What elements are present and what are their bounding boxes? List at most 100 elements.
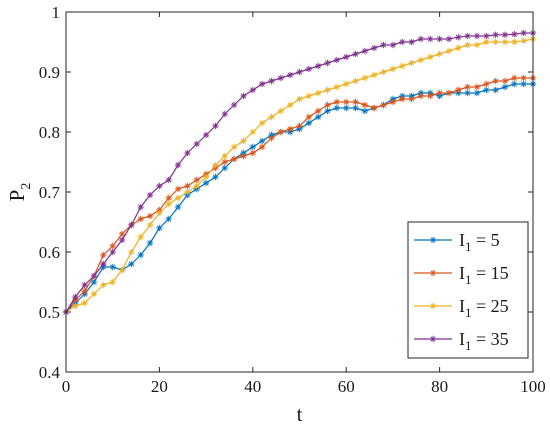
data-point [81, 287, 88, 295]
data-point [100, 251, 107, 259]
data-point [109, 248, 116, 256]
data-point [165, 194, 172, 202]
data-point [193, 140, 200, 148]
data-point [473, 41, 481, 49]
data-point [455, 34, 462, 41]
data-point [436, 35, 443, 43]
data-point [464, 41, 471, 49]
data-point [258, 119, 266, 127]
data-point [202, 179, 210, 187]
data-point [174, 194, 182, 202]
y-axis-label-group: P2 [5, 183, 34, 202]
legend-entry: I1 = 5 [414, 230, 500, 254]
data-point [137, 251, 144, 259]
data-point [221, 158, 228, 166]
data-point [72, 302, 79, 310]
data-point [361, 74, 369, 82]
x-tick-label: 40 [244, 377, 261, 396]
data-point [520, 80, 527, 88]
data-point [408, 59, 415, 67]
data-point [156, 224, 163, 232]
data-point [305, 119, 313, 127]
data-point [286, 125, 294, 133]
data-point [184, 188, 191, 196]
data-point [483, 38, 490, 46]
data-point [165, 200, 172, 208]
data-point [258, 137, 266, 145]
legend-label: I1 = 15 [459, 263, 509, 287]
data-point [240, 137, 247, 145]
y-axis-label-subscript: 2 [19, 183, 34, 190]
data-point [436, 89, 443, 97]
data-point [464, 89, 471, 97]
data-point [184, 149, 191, 157]
data-point [249, 143, 256, 151]
x-tick-label: 60 [338, 377, 355, 396]
data-point [193, 182, 200, 190]
data-point [118, 266, 126, 274]
data-point [361, 47, 369, 55]
data-point [343, 104, 350, 112]
data-point [324, 107, 331, 115]
data-point [324, 59, 331, 67]
data-point [109, 263, 116, 271]
data-point [230, 143, 238, 151]
data-point [193, 176, 200, 184]
data-point [240, 92, 247, 100]
data-point [174, 185, 182, 193]
legend-box [407, 221, 529, 359]
data-point [118, 236, 126, 244]
data-point [427, 53, 434, 61]
data-point [314, 113, 322, 121]
data-point [380, 41, 387, 49]
data-point [333, 104, 341, 112]
data-point [146, 191, 154, 199]
data-point [296, 122, 303, 130]
data-point [473, 83, 481, 91]
data-point [427, 92, 434, 100]
legend-label: I1 = 5 [459, 230, 500, 254]
data-point [296, 95, 303, 103]
data-point [408, 95, 415, 103]
y-tick-label: 0.7 [39, 183, 61, 202]
data-point [352, 50, 359, 58]
axis-ticks: 0 20 40 60 80 100 0.4 0.5 0.6 0.7 0.8 0.9 1 [39, 3, 546, 396]
data-point [361, 101, 369, 109]
legend-label: I1 = 35 [459, 329, 509, 353]
legend-entries: I1 = 5 I1 = 15 I1 = 25 I1 = 35 [414, 230, 509, 353]
data-point [511, 31, 518, 38]
data-point [520, 74, 527, 82]
data-point [371, 71, 378, 79]
y-axis-label-main: P [5, 190, 29, 202]
data-point [305, 92, 313, 100]
data-point [240, 152, 247, 160]
data-point [314, 107, 322, 115]
data-point [427, 35, 434, 43]
data-point [324, 86, 331, 94]
data-point [389, 65, 397, 73]
data-point [445, 47, 453, 55]
data-point [343, 80, 350, 88]
data-point [305, 65, 313, 73]
x-tick-label: 20 [151, 377, 168, 396]
data-point [305, 113, 313, 121]
data-point [156, 209, 163, 217]
data-point [174, 161, 182, 169]
data-point [492, 77, 499, 85]
data-point [174, 203, 182, 211]
data-point [230, 155, 238, 163]
legend-entry: I1 = 15 [414, 263, 509, 287]
data-point [408, 38, 415, 46]
legend: I1 = 5 I1 = 15 I1 = 25 I1 = 35 [407, 221, 529, 359]
x-axis-label: t [297, 402, 303, 426]
data-point [221, 110, 228, 118]
data-point [100, 281, 107, 289]
legend-swatch-marker [429, 236, 437, 244]
data-point [314, 89, 322, 97]
data-point [352, 77, 359, 85]
data-point [492, 86, 499, 94]
data-point [165, 176, 172, 184]
legend-entry: I1 = 25 [414, 296, 509, 320]
data-point [314, 62, 322, 70]
legend-swatch-marker [429, 269, 437, 277]
